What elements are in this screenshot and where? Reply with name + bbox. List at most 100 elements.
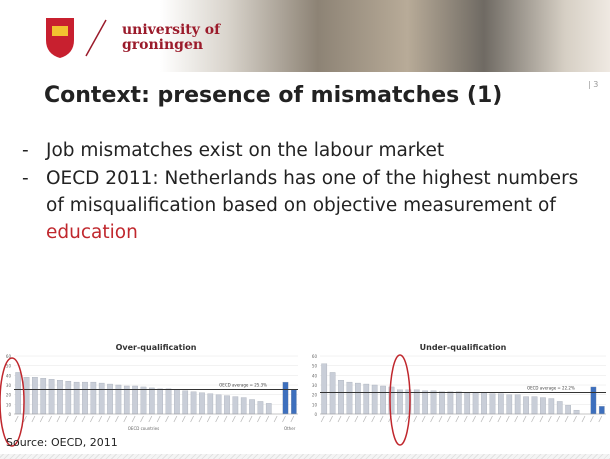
bar: [523, 396, 529, 415]
bullet-marker: -: [22, 168, 29, 189]
chart-title: Under-qualification: [420, 343, 507, 352]
x-tick-stub: [438, 415, 443, 423]
bar: [556, 401, 563, 415]
bar: [224, 395, 230, 415]
x-tick-stub: [354, 415, 359, 423]
x-tick-stub: [98, 415, 103, 423]
bar: [590, 386, 597, 415]
bar: [355, 382, 361, 415]
x-tick-stub: [181, 415, 186, 423]
x-tick-stub: [206, 415, 211, 423]
bar: [240, 397, 247, 415]
bar: [371, 384, 378, 415]
logo-text: groningen: [122, 37, 204, 53]
y-tick-label: 60: [6, 354, 12, 359]
x-tick-stub: [231, 415, 236, 423]
x-tick-stub: [148, 415, 153, 423]
bar: [174, 389, 180, 415]
x-tick-stub: [173, 415, 178, 423]
bar: [265, 403, 272, 415]
x-tick-stub: [223, 415, 228, 423]
x-tick-stub: [123, 415, 128, 423]
x-tick-stub: [39, 415, 44, 423]
y-tick-label: 20: [312, 393, 318, 398]
bar: [430, 390, 437, 415]
x-tick-stub: [31, 415, 36, 423]
bar: [90, 381, 97, 415]
bullet-text: OECD 2011: Netherlands has one of the hi…: [46, 168, 579, 216]
bar: [65, 380, 72, 415]
bar: [257, 401, 264, 415]
highlight: education: [46, 222, 138, 243]
x-tick-stub: [248, 415, 253, 423]
bar: [565, 405, 571, 415]
x-tick-stub: [472, 415, 476, 423]
chart: Under-qualification 0 10 20 30 40 50 60 OECD ave…: [312, 343, 606, 423]
bar: [48, 379, 55, 415]
y-tick-label: 30: [6, 383, 12, 388]
bar: [123, 385, 130, 415]
x-tick-stub: [379, 415, 384, 423]
x-tick-stub: [14, 415, 19, 423]
x-tick-stub: [522, 415, 527, 423]
slide-title: Context: presence of mismatches (1): [44, 83, 503, 108]
logo-mark: [46, 18, 107, 58]
y-tick-label: 10: [312, 402, 318, 407]
x-tick-stub: [388, 415, 392, 423]
reference-label: OECD average = 22.2%: [527, 386, 575, 391]
x-tick-stub: [489, 415, 493, 423]
y-tick-label: 50: [312, 364, 318, 369]
chart-title: Over-qualification: [116, 343, 197, 352]
y-tick-label: 30: [312, 383, 318, 388]
bullet-text: Job mismatches exist on the labour marke…: [46, 140, 445, 161]
bar: [405, 389, 412, 415]
x-tick-stub: [140, 415, 144, 423]
bar: [182, 390, 189, 415]
x-tick-stub: [346, 415, 350, 423]
bar: [464, 392, 471, 415]
bar: [57, 380, 63, 415]
bar: [149, 387, 155, 415]
x-tick-stub: [455, 415, 460, 423]
x-tick-stub: [165, 415, 169, 423]
x-tick-stub: [447, 415, 451, 423]
x-tick-stub: [282, 415, 286, 423]
bar: [472, 392, 479, 415]
bar: [481, 392, 487, 415]
x-tick-stub: [115, 415, 119, 423]
x-tick-stub: [404, 415, 409, 423]
x-tick-stub: [590, 415, 594, 423]
bar: [573, 409, 580, 415]
bar: [132, 385, 138, 415]
bar: [190, 391, 197, 415]
header: university of groningen: [0, 0, 610, 76]
x-tick-stub: [337, 415, 342, 423]
x-tick-stub: [106, 415, 111, 423]
x-tick-stub: [531, 415, 535, 423]
bar: [107, 383, 113, 415]
y-tick-label: 60: [312, 354, 318, 359]
bar: [98, 382, 105, 415]
bullet: - OECD 2011: Netherlands has one of the …: [22, 165, 582, 246]
bar: [380, 385, 386, 415]
x-tick-stub: [421, 415, 426, 423]
x-tick-stub: [190, 415, 194, 423]
bar: [282, 381, 289, 415]
x-tick-stub: [463, 415, 468, 423]
bar: [397, 389, 403, 415]
bar: [598, 406, 605, 415]
x-axis-label: OECD countries: [128, 426, 159, 431]
bar: [388, 386, 395, 415]
logo-text: university of: [122, 22, 221, 38]
bar: [489, 393, 496, 415]
x-tick-stub: [573, 415, 577, 423]
bar: [82, 381, 88, 415]
x-tick-stub: [547, 415, 552, 423]
source: Source: OECD, 2011: [6, 436, 118, 449]
bullet-marker: -: [22, 140, 29, 161]
x-tick-stub: [73, 415, 78, 423]
bar: [199, 392, 205, 415]
x-tick-stub: [539, 415, 544, 423]
bar: [15, 372, 21, 415]
